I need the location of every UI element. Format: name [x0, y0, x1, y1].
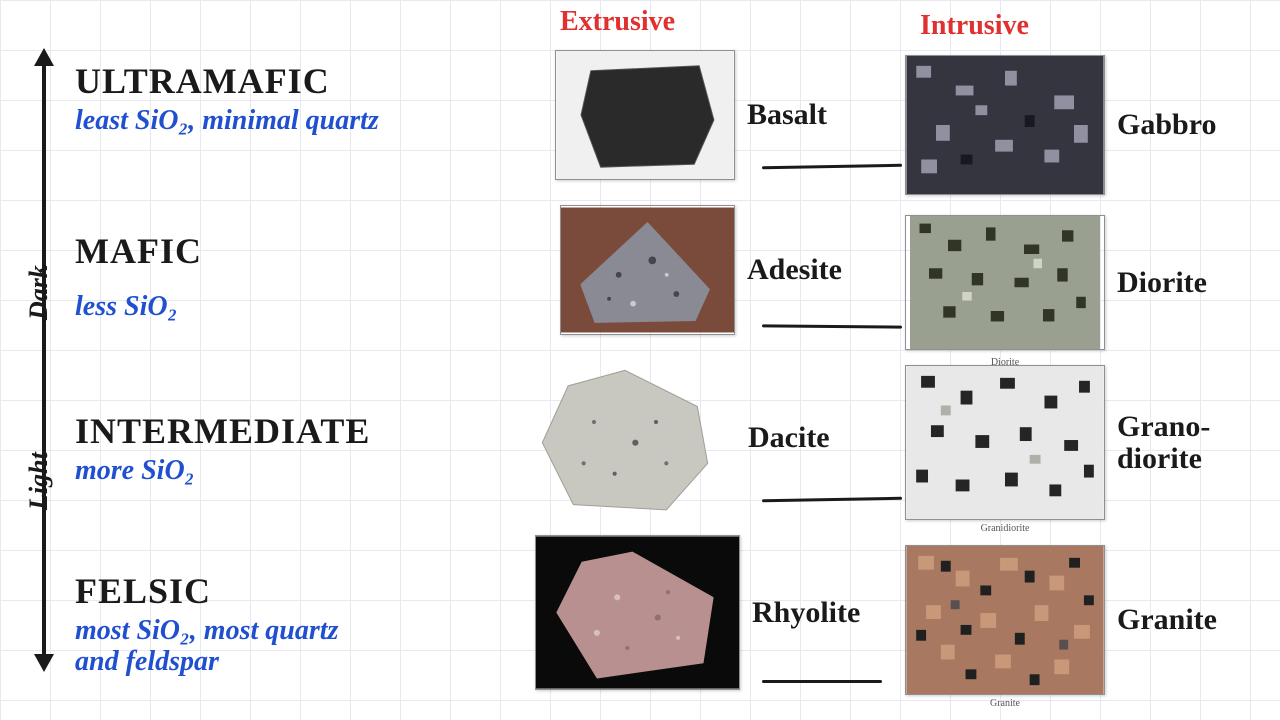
category-ultramafic: ULTRAMAFIC least SiO₂, minimal quartz: [75, 60, 495, 137]
swatch-basalt: [555, 50, 735, 180]
axis-line: [42, 60, 46, 660]
rock-diorite: Diorite: [905, 215, 1207, 350]
category-mafic: MAFIC less SiO₂: [75, 230, 495, 323]
cat-desc: more SiO₂: [75, 456, 495, 487]
cat-title: FELSIC: [75, 570, 495, 612]
swatch-rhyolite: [535, 535, 740, 690]
swatch-granite: [905, 545, 1105, 695]
rock-basalt: Basalt: [555, 50, 827, 180]
rock-dacite: Dacite: [520, 360, 830, 515]
header-intrusive: Intrusive: [920, 10, 1029, 42]
rock-label: Rhyolite: [752, 597, 860, 629]
rock-gabbro: Gabbro: [905, 55, 1216, 195]
rock-granodiorite: Grano- diorite: [905, 365, 1210, 520]
caption-granodiorite: Granidiorite: [905, 523, 1105, 534]
caption-granite: Granite: [905, 698, 1105, 709]
cat-title: MAFIC: [75, 230, 495, 272]
axis-label-light: Light: [24, 452, 54, 510]
rock-label: Granite: [1117, 604, 1217, 636]
underline-4: [762, 680, 882, 683]
rock-label: Diorite: [1117, 267, 1207, 299]
cat-title: ULTRAMAFIC: [75, 60, 495, 102]
category-intermediate: INTERMEDIATE more SiO₂: [75, 410, 495, 487]
rock-label: Dacite: [748, 422, 830, 454]
rock-granite: Granite: [905, 545, 1217, 695]
category-felsic: FELSIC most SiO₂, most quartz and feldsp…: [75, 570, 495, 678]
rock-rhyolite: Rhyolite: [535, 535, 860, 690]
swatch-granodiorite: [905, 365, 1105, 520]
cat-desc: less SiO₂: [75, 292, 495, 323]
rock-label: Gabbro: [1117, 109, 1216, 141]
rock-label: Grano- diorite: [1117, 411, 1210, 474]
rock-label: Adesite: [747, 254, 842, 286]
cat-desc: least SiO₂, minimal quartz: [75, 106, 495, 137]
rock-andesite: Adesite: [560, 205, 842, 335]
dark-light-axis: [28, 50, 58, 670]
swatch-andesite: [560, 205, 735, 335]
cat-desc: most SiO₂, most quartz and feldspar: [75, 616, 495, 678]
swatch-dacite: [520, 360, 730, 515]
swatch-gabbro: [905, 55, 1105, 195]
axis-label-dark: Dark: [24, 265, 54, 320]
header-extrusive: Extrusive: [560, 6, 675, 38]
arrow-down-icon: [34, 654, 54, 672]
cat-title: INTERMEDIATE: [75, 410, 495, 452]
swatch-diorite: [905, 215, 1105, 350]
rock-label: Basalt: [747, 99, 827, 131]
